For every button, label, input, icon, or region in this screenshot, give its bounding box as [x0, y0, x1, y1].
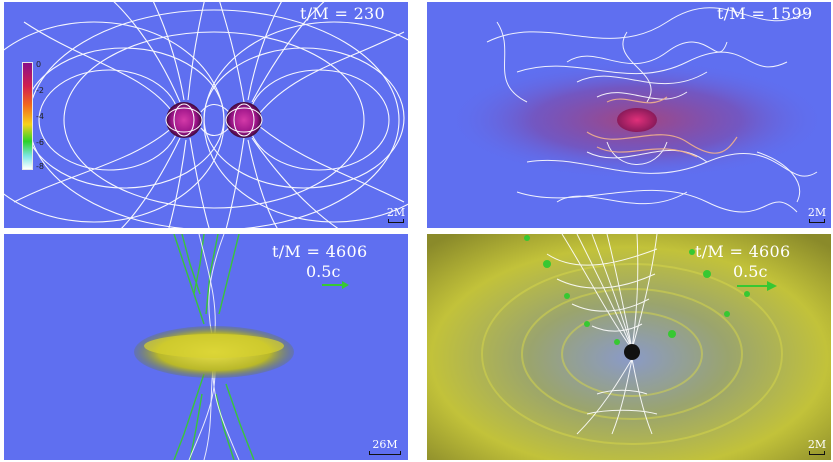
panel-field-lines-t1599: t/M = 1599 2M	[427, 2, 831, 228]
velocity-arrow	[737, 281, 777, 291]
colorbar-tick-3: -6	[36, 138, 44, 147]
colorbar-tick-1: -2	[36, 86, 44, 95]
panel-disk-jet-closeup: t/M = 4606 0.5c 2M	[427, 234, 831, 460]
scale-label: 2M	[386, 206, 406, 219]
time-label: t/M = 230	[300, 4, 386, 23]
colorbar-tick-2: -4	[36, 112, 44, 121]
field-lines-figure	[4, 2, 408, 228]
panel-field-lines-t230: 0 -2 -4 -6 -8 t/M = 230 2M	[4, 2, 408, 228]
velocity-arrow	[322, 281, 349, 289]
closeup-figure	[427, 234, 831, 460]
colorbar	[22, 62, 33, 170]
disk-jet-figure	[134, 234, 294, 460]
scale-bar: 2M	[386, 206, 406, 223]
time-label: t/M = 4606	[272, 242, 368, 261]
black-hole	[624, 344, 640, 360]
scale-bar: 26M	[368, 438, 402, 455]
velocity-label: 0.5c	[733, 262, 768, 281]
colorbar-tick-4: -8	[36, 162, 44, 171]
scale-label: 2M	[807, 438, 827, 451]
scale-label: 2M	[807, 206, 827, 219]
scale-bar: 2M	[807, 438, 827, 455]
neutron-star-left	[166, 102, 202, 138]
remnant-figure	[447, 7, 827, 213]
velocity-label: 0.5c	[306, 262, 341, 281]
time-label: t/M = 1599	[717, 4, 813, 23]
panel-disk-jet-far: t/M = 4606 0.5c 26M	[4, 234, 408, 460]
colorbar-tick-0: 0	[36, 60, 42, 69]
scale-bar: 2M	[807, 206, 827, 223]
scale-label: 26M	[372, 438, 398, 451]
neutron-star-right	[226, 102, 262, 138]
time-label: t/M = 4606	[695, 242, 791, 261]
